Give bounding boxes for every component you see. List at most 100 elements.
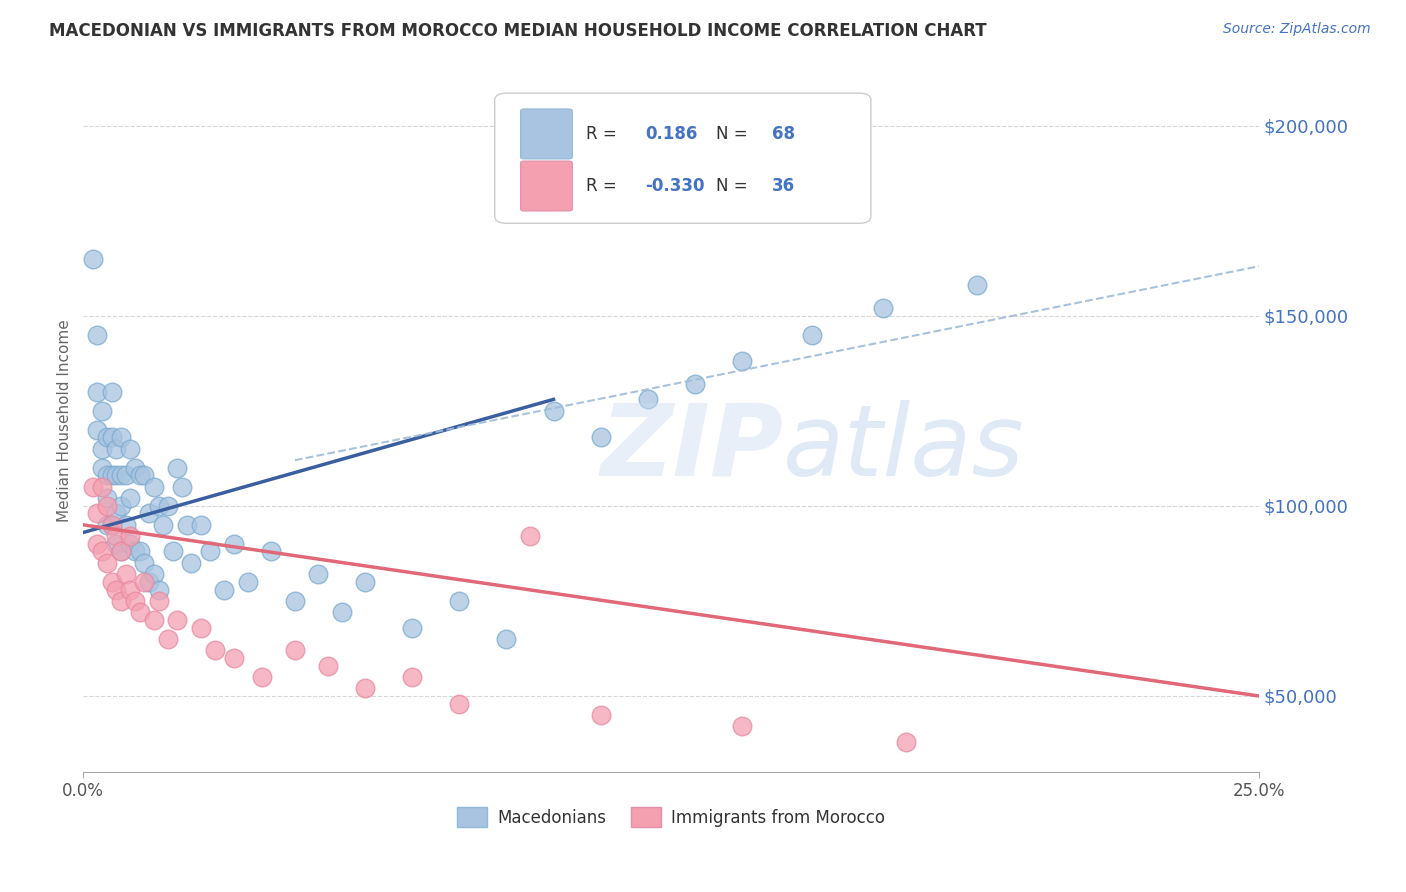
Point [589, 708, 612, 723]
Point [204, 643, 226, 657]
Point [316, 658, 339, 673]
Point [91, 442, 114, 456]
Text: -0.330: -0.330 [645, 177, 704, 195]
Point [114, 517, 136, 532]
Point [176, 517, 198, 532]
Point [91, 460, 114, 475]
Point [683, 377, 706, 392]
Point [100, 384, 122, 399]
Point [543, 404, 565, 418]
Point [91, 404, 114, 418]
Point [156, 632, 179, 646]
Point [96, 499, 118, 513]
Text: ZIP: ZIP [600, 400, 783, 497]
FancyBboxPatch shape [495, 93, 870, 223]
Point [96, 556, 118, 570]
Point [124, 544, 146, 558]
Point [142, 613, 165, 627]
Point [120, 582, 142, 597]
Point [330, 605, 353, 619]
Point [100, 430, 122, 444]
Y-axis label: Median Household Income: Median Household Income [58, 319, 72, 522]
Point [86, 423, 108, 437]
Point [134, 574, 156, 589]
Point [110, 544, 132, 558]
Point [284, 643, 307, 657]
Point [250, 670, 273, 684]
Point [166, 460, 188, 475]
Point [120, 529, 142, 543]
Point [138, 507, 160, 521]
Point [138, 574, 160, 589]
Point [120, 442, 142, 456]
Point [114, 468, 136, 483]
Point [200, 544, 222, 558]
Point [100, 517, 122, 532]
Text: R =: R = [586, 125, 623, 143]
Point [110, 468, 132, 483]
Point [114, 567, 136, 582]
Point [156, 499, 179, 513]
Point [401, 670, 423, 684]
Point [449, 594, 471, 608]
Point [637, 392, 659, 407]
Point [120, 491, 142, 506]
Point [449, 697, 471, 711]
Point [260, 544, 283, 558]
Point [190, 517, 212, 532]
Point [96, 517, 118, 532]
Point [222, 537, 245, 551]
Point [148, 594, 170, 608]
Text: 36: 36 [772, 177, 796, 195]
Point [128, 605, 150, 619]
Text: atlas: atlas [783, 400, 1025, 497]
Point [105, 468, 128, 483]
Point [105, 507, 128, 521]
Point [128, 468, 150, 483]
Point [214, 582, 236, 597]
Legend: Macedonians, Immigrants from Morocco: Macedonians, Immigrants from Morocco [450, 800, 891, 834]
Point [134, 468, 156, 483]
Point [110, 430, 132, 444]
Point [110, 544, 132, 558]
Point [170, 480, 193, 494]
Point [124, 594, 146, 608]
Text: MACEDONIAN VS IMMIGRANTS FROM MOROCCO MEDIAN HOUSEHOLD INCOME CORRELATION CHART: MACEDONIAN VS IMMIGRANTS FROM MOROCCO ME… [49, 22, 987, 40]
Point [91, 544, 114, 558]
Point [966, 278, 988, 293]
Point [896, 734, 918, 748]
Point [284, 594, 307, 608]
Text: N =: N = [716, 125, 752, 143]
Point [589, 430, 612, 444]
Point [354, 681, 377, 696]
Point [801, 327, 824, 342]
Point [96, 430, 118, 444]
Point [134, 556, 156, 570]
Point [401, 621, 423, 635]
Point [110, 499, 132, 513]
Point [142, 480, 165, 494]
Point [495, 632, 517, 646]
Point [519, 529, 541, 543]
Text: 0.186: 0.186 [645, 125, 697, 143]
Point [82, 252, 104, 266]
Point [730, 719, 752, 733]
FancyBboxPatch shape [520, 109, 572, 159]
Point [105, 442, 128, 456]
Point [86, 537, 108, 551]
Point [236, 574, 259, 589]
Point [86, 327, 108, 342]
Point [166, 613, 188, 627]
Text: 68: 68 [772, 125, 796, 143]
Text: N =: N = [716, 177, 752, 195]
Point [120, 537, 142, 551]
Point [105, 529, 128, 543]
Point [128, 544, 150, 558]
Point [110, 594, 132, 608]
Point [222, 651, 245, 665]
Point [148, 582, 170, 597]
Point [91, 480, 114, 494]
Point [100, 468, 122, 483]
Point [96, 468, 118, 483]
Point [100, 574, 122, 589]
